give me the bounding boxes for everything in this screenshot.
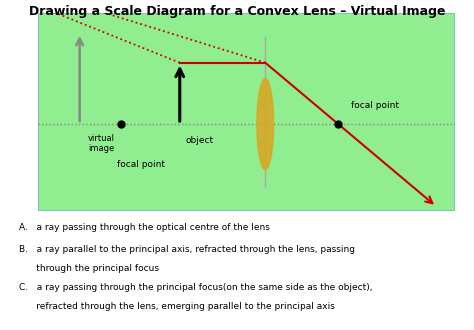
Text: refracted through the lens, emerging parallel to the principal axis: refracted through the lens, emerging par… xyxy=(19,302,335,312)
Text: C.   a ray passing through the principal focus(on the same side as the object),: C. a ray passing through the principal f… xyxy=(19,283,373,292)
Text: focal point: focal point xyxy=(351,101,399,110)
Text: through the principal focus: through the principal focus xyxy=(19,264,159,273)
Text: Drawing a Scale Diagram for a Convex Lens – Virtual Image: Drawing a Scale Diagram for a Convex Len… xyxy=(29,5,445,18)
Text: focal point: focal point xyxy=(117,160,165,169)
Text: virtual
image: virtual image xyxy=(88,134,115,153)
Ellipse shape xyxy=(257,79,273,170)
Text: A.   a ray passing through the optical centre of the lens: A. a ray passing through the optical cen… xyxy=(19,223,270,232)
Text: object: object xyxy=(186,136,214,145)
Text: B.   a ray parallel to the principal axis, refracted through the lens, passing: B. a ray parallel to the principal axis,… xyxy=(19,245,355,254)
FancyBboxPatch shape xyxy=(38,13,455,211)
